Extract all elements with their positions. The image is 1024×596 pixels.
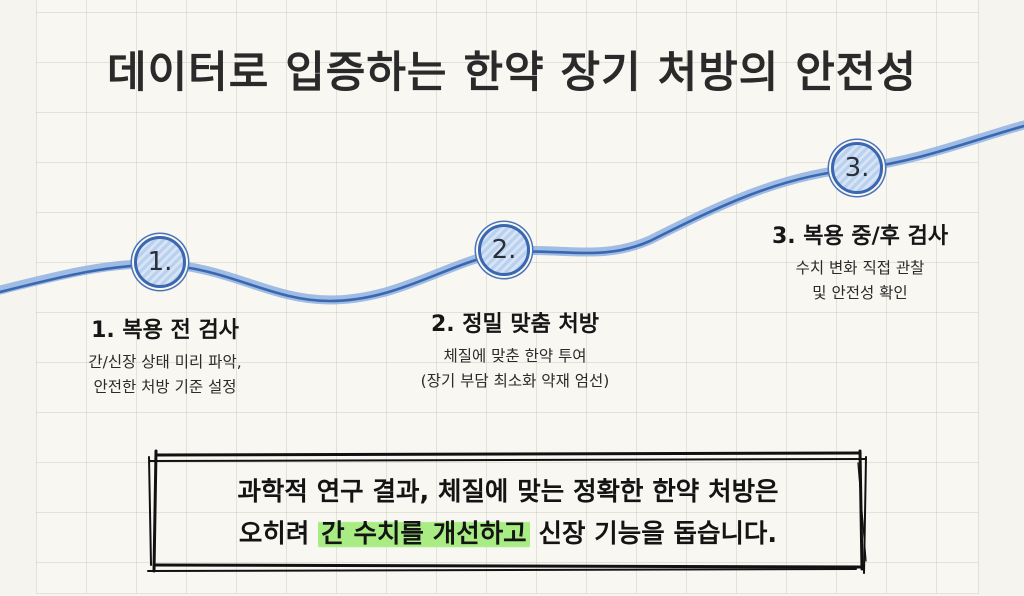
step-3-line-2: 및 안전성 확인 — [812, 284, 908, 302]
step-1-marker: 1. — [134, 236, 186, 288]
step-1-line-1: 간/신장 상태 미리 파악, — [88, 353, 242, 371]
step-1-description: 간/신장 상태 미리 파악, 안전한 처방 기준 설정 — [40, 350, 290, 400]
step-3-marker: 3. — [831, 142, 883, 194]
summary-callout-box: 과학적 연구 결과, 체질에 맞는 정확한 한약 처방은 오히려 간 수치를 개… — [147, 449, 867, 574]
step-2-marker-label: 2. — [491, 235, 517, 265]
step-3-line-1: 수치 변화 직접 관찰 — [795, 259, 925, 277]
step-1-line-2: 안전한 처방 기준 설정 — [93, 378, 237, 396]
page-title: 데이터로 입증하는 한약 장기 처방의 안전성 — [107, 48, 917, 98]
step-2-line-1: 체질에 맞춘 한약 투여 — [443, 347, 587, 365]
sketch-border — [147, 449, 867, 574]
step-2-line-2: (장기 부담 최소화 약재 엄선) — [420, 372, 610, 390]
summary-line-2-before: 오히려 — [238, 519, 319, 549]
highlighted-phrase: 간 수치를 개선하고 — [318, 519, 530, 549]
step-3-description: 수치 변화 직접 관찰 및 안전성 확인 — [740, 256, 980, 306]
step-1-heading: 1. 복용 전 검사 — [91, 318, 239, 343]
step-1-marker-label: 1. — [147, 247, 173, 277]
step-2-description: 체질에 맞춘 한약 투여 (장기 부담 최소화 약재 엄선) — [385, 344, 645, 394]
step-2-marker: 2. — [478, 224, 530, 276]
step-2: 2. 정밀 맞춤 처방 체질에 맞춘 한약 투여 (장기 부담 최소화 약재 엄… — [385, 306, 645, 394]
grid-paper-background — [36, 0, 979, 594]
summary-line-2-after: 신장 기능을 돕습니다. — [529, 519, 778, 549]
step-3: 3. 복용 중/후 검사 수치 변화 직접 관찰 및 안전성 확인 — [740, 218, 980, 306]
step-3-heading: 3. 복용 중/후 검사 — [771, 224, 949, 249]
summary-line-1: 과학적 연구 결과, 체질에 맞는 정확한 한약 처방은 — [237, 477, 779, 507]
step-2-heading: 2. 정밀 맞춤 처방 — [430, 312, 600, 337]
step-3-marker-label: 3. — [844, 153, 870, 183]
summary-text: 과학적 연구 결과, 체질에 맞는 정확한 한약 처방은 오히려 간 수치를 개… — [152, 471, 864, 555]
step-1: 1. 복용 전 검사 간/신장 상태 미리 파악, 안전한 처방 기준 설정 — [40, 312, 290, 400]
